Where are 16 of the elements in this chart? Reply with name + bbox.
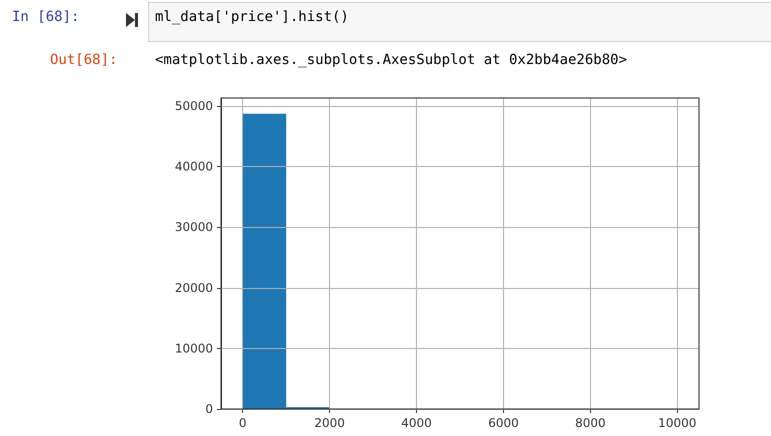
x-tick-label: 6000 — [488, 416, 519, 430]
text: ml_data['price'].hist() — [155, 9, 349, 25]
x-tick-label: 10000 — [658, 416, 696, 430]
x-tick-label: 2000 — [314, 416, 345, 430]
y-tick-label: 0 — [205, 402, 213, 416]
y-tick-label: 30000 — [174, 220, 213, 234]
text: <matplotlib.axes._subplots.AxesSubplot at 0x2bb4ae26b80> — [155, 52, 628, 68]
y-tick-label: 20000 — [174, 280, 213, 295]
x-tick-label: 8000 — [575, 416, 606, 430]
y-tick-label: 50000 — [174, 98, 213, 113]
text: Out[68]: — [50, 52, 118, 68]
x-tick-label: 0 — [238, 416, 247, 430]
x-tick-label: 4000 — [401, 416, 432, 430]
y-tick-label: 40000 — [174, 160, 213, 174]
text: In [68]: — [12, 9, 80, 25]
y-tick-label: 10000 — [174, 341, 213, 356]
